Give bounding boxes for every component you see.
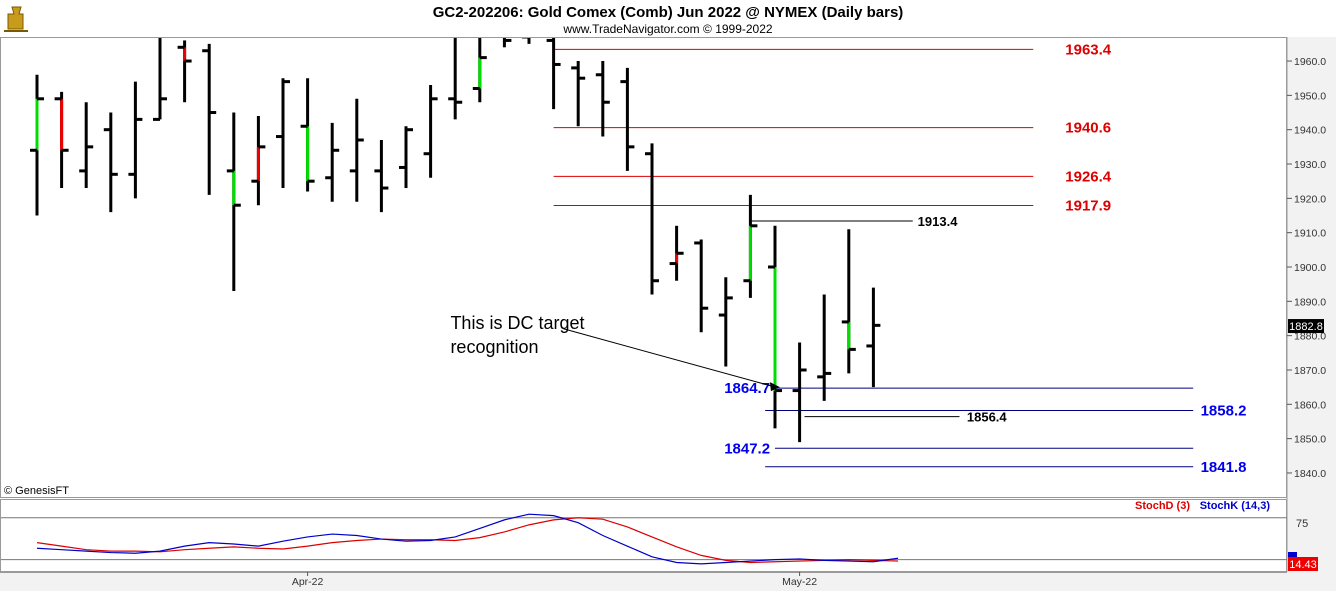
annotation-text: This is DC target [450,313,584,333]
stoch-d-line [36,517,899,564]
time-axis-label: Apr-22 [292,576,324,588]
level-label: 1864.7 [724,380,770,397]
ohlc-bar [54,91,69,189]
annotation-layer: 1963.4 1940.6 1926.4 1917.9 1913.4 1864.7 1858… [450,41,1246,475]
stoch-current-box [1288,557,1318,571]
ohlc-bar [620,67,635,171]
ohlc-bar [153,38,167,121]
ohlc-bar [546,38,561,110]
price-axis-tick-label: 1850.0 [1294,434,1326,446]
level-label: 1841.8 [1201,459,1247,476]
ohlc-bar [669,225,684,281]
level-label: 1940.6 [1065,120,1111,137]
ohlc-bar [768,225,782,429]
ohlc-bar [177,40,192,103]
ohlc-bar [202,43,217,195]
ohlc-bar [472,38,487,103]
stoch-current-value: 14.43 [1289,559,1317,571]
ohlc-bar [571,61,586,127]
ohlc-bar [866,287,881,388]
level-label: 1913.4 [918,214,959,229]
ohlc-bar [276,78,290,189]
price-axis-tick-label: 1840.0 [1294,468,1326,480]
copyright-label: © GenesisFT [4,485,69,497]
level-label: 1858.2 [1201,402,1247,419]
annotation-arrow-line [563,328,773,387]
stochastic-layer [1,513,1287,565]
ohlc-bar [448,38,463,120]
last-price-label: 1882.8 [1289,321,1323,333]
ohlc-bar [645,143,659,295]
level-label: 1926.4 [1065,168,1112,185]
price-axis-tick-label: 1960.0 [1294,56,1326,68]
stoch-k-legend: StochK (14,3) [1200,500,1271,512]
ohlc-bar [300,78,315,192]
price-axis-tick-label: 1910.0 [1294,228,1326,240]
level-label: 1963.4 [1065,41,1112,58]
ohlc-bar [792,342,807,443]
ohlc-bar [718,277,733,367]
ohlc-bar [251,115,266,206]
level-label: 1847.2 [724,440,770,457]
price-axis-tick-label: 1860.0 [1294,399,1326,411]
ohlc-bar [502,38,512,48]
chart-subtitle: www.TradeNavigator.com © 1999-2022 [562,22,772,36]
price-axis-tick-label: 1870.0 [1294,365,1326,377]
annotation-text: recognition [450,337,538,357]
ohlc-bar [522,38,531,44]
stoch-d-legend: StochD (3) [1135,500,1190,512]
ohlc-bar [841,229,856,374]
ohlc-bar [103,112,118,213]
ohlc-bar [423,85,438,178]
price-axis-tick-label: 1880.0 [1294,331,1326,343]
ohlc-bar [817,294,832,401]
gold-logo-icon [4,6,28,32]
stoch-tick-75: 75 [1296,518,1308,530]
price-axis: 1840.0 1850.0 1860.0 1870.0 1880.0 1890.0 1900… [1287,56,1326,480]
ohlc-bar [79,102,94,189]
time-axis: Apr-22 May-22 [292,572,817,588]
ohlc-bar [743,194,758,298]
ohlc-bar [30,74,44,216]
ohlc-bar [694,239,709,333]
level-label: 1856.4 [967,410,1008,425]
price-axis-tick-label: 1930.0 [1294,159,1326,171]
bars-layer [30,38,881,443]
price-axis-tick-label: 1920.0 [1294,193,1326,205]
price-axis-tick-label: 1940.0 [1294,125,1326,137]
ohlc-bar [128,81,143,199]
ohlc-bar [399,126,413,189]
price-axis-tick-label: 1890.0 [1294,296,1326,308]
ohlc-bar [325,122,340,202]
price-axis-tick-label: 1900.0 [1294,262,1326,274]
annotation-arrowhead [769,382,780,392]
stoch-k-line [36,513,899,565]
levels-layer [553,48,1194,468]
chart-title: GC2-202206: Gold Comex (Comb) Jun 2022 @… [433,4,904,21]
ohlc-bar [226,112,241,292]
ohlc-bar [595,61,610,137]
level-label: 1917.9 [1065,198,1111,215]
price-axis-background [1287,37,1336,572]
price-axis-tick-label: 1950.0 [1294,90,1326,102]
stoch-k-marker [1288,552,1297,560]
ohlc-bar [374,139,389,213]
ohlc-bar [349,98,364,202]
time-axis-background [0,572,1336,591]
last-price-box [1288,319,1324,334]
time-axis-label: May-22 [782,576,817,588]
